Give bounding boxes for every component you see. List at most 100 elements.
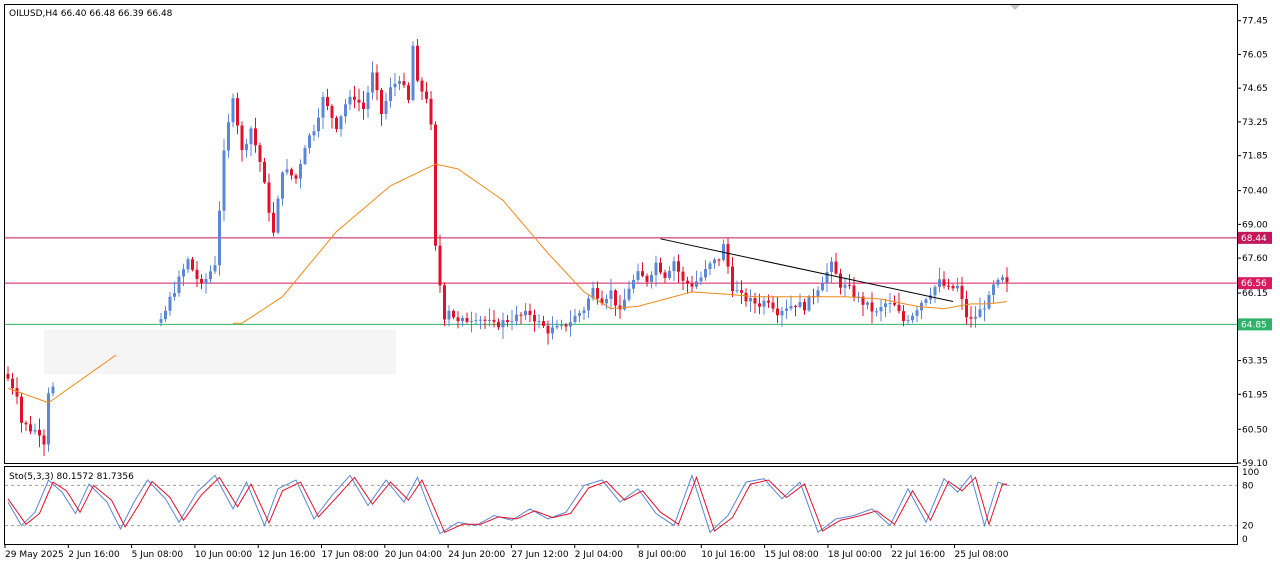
candle-body [389,87,392,101]
candle-body [645,275,649,282]
candle-body [632,279,635,289]
candle-body [591,288,595,299]
candle-body [749,298,752,302]
time-tick-label: 15 Jul 08:00 [765,550,819,560]
candle-body [960,285,964,300]
price-tick-label: 71.85 [1242,152,1268,162]
candle-body [578,313,581,316]
candle-body [447,310,451,320]
candle-body [416,45,419,81]
candle-body [767,300,770,303]
candle-body [726,244,730,267]
candle-body [897,304,901,312]
candle-body [609,290,613,299]
candle-body [690,283,694,287]
trendline[interactable] [660,238,954,302]
time-tick-label: 2 Jun 16:00 [68,550,120,560]
candle-body [992,284,995,296]
candle-body [969,317,973,319]
candle-body [888,302,892,304]
time-tick-label: 8 Jul 00:00 [638,550,687,560]
candle-body [263,161,266,183]
candle-body [407,85,410,100]
candle-body [983,308,986,310]
candle-body [411,45,415,100]
moving-average [7,163,1008,404]
horizontal-levels[interactable] [5,237,1237,325]
candle-body [650,275,653,282]
candle-body [857,296,860,298]
price-badges: 68.44 66.56 64.85 [1238,231,1272,331]
candle-body [488,319,491,321]
candle-body [794,305,797,307]
candle-body [870,302,874,312]
time-tick-label: 10 Jun 00:00 [195,550,252,560]
candle-body [303,147,307,164]
candle-body [587,298,590,311]
price-tick-label: 61.95 [1242,390,1268,400]
candle-body [839,273,842,288]
price-badge [1238,277,1272,290]
candle-body [38,429,41,436]
stochastic-main-line [7,473,1008,535]
candle-body [11,378,14,389]
candle-body [830,261,833,273]
candle-body [384,100,388,114]
candle-body [51,386,55,394]
candle-body [222,150,226,211]
candle-body [551,327,554,334]
time-tick-label: 18 Jul 00:00 [828,550,882,560]
time-tick-label: 2 Jul 04:00 [575,550,624,560]
candle-body [600,298,604,304]
candle-body [821,283,824,291]
candle-body [762,300,766,307]
candle-body [956,285,959,289]
candle-body [452,310,455,318]
candle-body [933,286,937,296]
price-tick-label: 77.45 [1242,17,1268,27]
price-pane-frame [4,4,1238,464]
candle-body [1001,277,1004,280]
candle-body [866,302,869,305]
candle-body [281,172,284,199]
candle-body [569,322,572,327]
price-badge [1238,318,1272,331]
candle-body [294,175,298,179]
candle-body [186,259,190,270]
candle-body [537,321,541,323]
candle-body [339,116,343,130]
time-tick-label: 27 Jun 12:00 [511,550,568,560]
candle-body [380,90,383,114]
candle-body [623,299,626,310]
candle-body [641,271,644,276]
price-tick-label: 63.35 [1242,357,1268,367]
candle-body [456,317,460,322]
candle-body [789,305,793,309]
candle-body [6,373,10,379]
candle-body [861,296,865,305]
candle-body [744,292,748,302]
candle-body [582,310,586,314]
candle-body [659,262,662,273]
candle-body [929,295,932,300]
candle-body [200,278,203,284]
chart-shift-marker-icon[interactable] [1010,5,1020,10]
time-tick-label: 5 Jun 08:00 [132,550,184,560]
candle-body [461,318,464,322]
candle-body [245,144,248,151]
price-badge [1238,231,1272,244]
stochastic-header: Sto(5,3,3) 80.1572 81.7356 [9,472,134,482]
price-tick-label: 67.60 [1242,254,1268,264]
candle-body [560,324,563,326]
moving-average-line [7,354,117,404]
candle-body [434,124,437,246]
candle-body [978,309,982,317]
candle-body [528,310,532,315]
candle-body [843,284,847,288]
candle-body [704,269,707,278]
time-tick-label: 20 Jun 04:00 [385,550,442,560]
candle-body [209,271,212,280]
price-tick-label: 59.10 [1242,459,1268,469]
